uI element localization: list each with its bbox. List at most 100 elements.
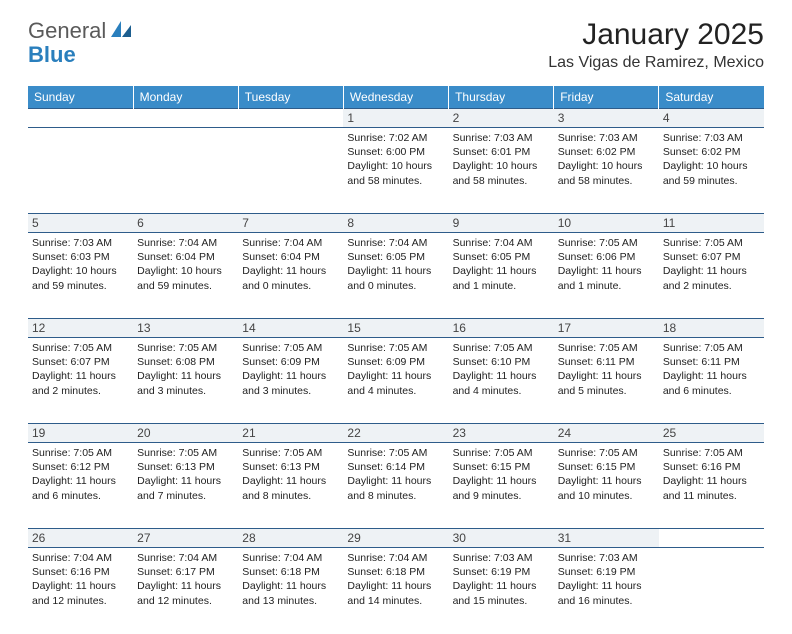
sunrise-text: Sunrise: 7:03 AM bbox=[453, 551, 550, 565]
daylight-text: Daylight: 11 hours and 2 minutes. bbox=[32, 369, 129, 397]
sunset-text: Sunset: 6:04 PM bbox=[242, 250, 339, 264]
day-cell: Sunrise: 7:03 AMSunset: 6:01 PMDaylight:… bbox=[449, 128, 554, 214]
day-cell-text: Sunrise: 7:02 AMSunset: 6:00 PMDaylight:… bbox=[347, 131, 444, 188]
day-number-cell: 18 bbox=[659, 319, 764, 338]
month-title: January 2025 bbox=[548, 18, 764, 52]
sunset-text: Sunset: 6:11 PM bbox=[558, 355, 655, 369]
day-cell: Sunrise: 7:05 AMSunset: 6:11 PMDaylight:… bbox=[659, 338, 764, 424]
daylight-text: Daylight: 11 hours and 10 minutes. bbox=[558, 474, 655, 502]
day-number-cell: 29 bbox=[343, 529, 448, 548]
daylight-text: Daylight: 11 hours and 2 minutes. bbox=[663, 264, 760, 292]
day-cell-text: Sunrise: 7:05 AMSunset: 6:13 PMDaylight:… bbox=[137, 446, 234, 503]
day-number-cell: 28 bbox=[238, 529, 343, 548]
daylight-text: Daylight: 11 hours and 0 minutes. bbox=[242, 264, 339, 292]
day-number-cell bbox=[659, 529, 764, 548]
day-cell-text: Sunrise: 7:05 AMSunset: 6:09 PMDaylight:… bbox=[242, 341, 339, 398]
day-cell bbox=[238, 128, 343, 214]
sunset-text: Sunset: 6:04 PM bbox=[137, 250, 234, 264]
sunset-text: Sunset: 6:03 PM bbox=[32, 250, 129, 264]
sunset-text: Sunset: 6:13 PM bbox=[242, 460, 339, 474]
daylight-text: Daylight: 11 hours and 8 minutes. bbox=[347, 474, 444, 502]
day-number-cell: 9 bbox=[449, 214, 554, 233]
sunset-text: Sunset: 6:01 PM bbox=[453, 145, 550, 159]
day-cell: Sunrise: 7:05 AMSunset: 6:07 PMDaylight:… bbox=[28, 338, 133, 424]
sunset-text: Sunset: 6:15 PM bbox=[453, 460, 550, 474]
day-cell-text: Sunrise: 7:05 AMSunset: 6:11 PMDaylight:… bbox=[663, 341, 760, 398]
weekday-header: Tuesday bbox=[238, 86, 343, 109]
sunset-text: Sunset: 6:02 PM bbox=[663, 145, 760, 159]
sunrise-text: Sunrise: 7:05 AM bbox=[137, 446, 234, 460]
logo-text-b-wrap: Blue bbox=[28, 42, 76, 68]
day-cell bbox=[659, 548, 764, 634]
day-cell-text: Sunrise: 7:04 AMSunset: 6:05 PMDaylight:… bbox=[347, 236, 444, 293]
sunset-text: Sunset: 6:08 PM bbox=[137, 355, 234, 369]
day-cell: Sunrise: 7:05 AMSunset: 6:13 PMDaylight:… bbox=[133, 443, 238, 529]
day-number-row: 262728293031 bbox=[28, 529, 764, 548]
sunrise-text: Sunrise: 7:04 AM bbox=[347, 236, 444, 250]
header: General January 2025 Las Vigas de Ramire… bbox=[28, 18, 764, 72]
day-cell: Sunrise: 7:05 AMSunset: 6:09 PMDaylight:… bbox=[343, 338, 448, 424]
day-cell: Sunrise: 7:04 AMSunset: 6:16 PMDaylight:… bbox=[28, 548, 133, 634]
day-number-cell bbox=[133, 109, 238, 128]
day-cell-text: Sunrise: 7:05 AMSunset: 6:15 PMDaylight:… bbox=[453, 446, 550, 503]
sunset-text: Sunset: 6:15 PM bbox=[558, 460, 655, 474]
sunrise-text: Sunrise: 7:05 AM bbox=[663, 341, 760, 355]
day-cell-text: Sunrise: 7:05 AMSunset: 6:13 PMDaylight:… bbox=[242, 446, 339, 503]
daylight-text: Daylight: 10 hours and 59 minutes. bbox=[663, 159, 760, 187]
day-number-cell: 11 bbox=[659, 214, 764, 233]
day-cell: Sunrise: 7:05 AMSunset: 6:16 PMDaylight:… bbox=[659, 443, 764, 529]
sunset-text: Sunset: 6:02 PM bbox=[558, 145, 655, 159]
daylight-text: Daylight: 10 hours and 58 minutes. bbox=[453, 159, 550, 187]
day-number-cell: 17 bbox=[554, 319, 659, 338]
day-number-cell: 22 bbox=[343, 424, 448, 443]
day-number-cell: 4 bbox=[659, 109, 764, 128]
day-cell-text: Sunrise: 7:03 AMSunset: 6:03 PMDaylight:… bbox=[32, 236, 129, 293]
day-number-cell: 14 bbox=[238, 319, 343, 338]
sunset-text: Sunset: 6:05 PM bbox=[347, 250, 444, 264]
logo-text-b: Blue bbox=[28, 42, 76, 67]
sunset-text: Sunset: 6:17 PM bbox=[137, 565, 234, 579]
title-block: January 2025 Las Vigas de Ramirez, Mexic… bbox=[548, 18, 764, 72]
weekday-header: Sunday bbox=[28, 86, 133, 109]
daylight-text: Daylight: 11 hours and 4 minutes. bbox=[453, 369, 550, 397]
day-cell bbox=[133, 128, 238, 214]
weekday-header: Monday bbox=[133, 86, 238, 109]
day-cell-text: Sunrise: 7:05 AMSunset: 6:14 PMDaylight:… bbox=[347, 446, 444, 503]
sunset-text: Sunset: 6:00 PM bbox=[347, 145, 444, 159]
daylight-text: Daylight: 11 hours and 3 minutes. bbox=[137, 369, 234, 397]
day-cell-text: Sunrise: 7:03 AMSunset: 6:19 PMDaylight:… bbox=[558, 551, 655, 608]
day-cell: Sunrise: 7:03 AMSunset: 6:02 PMDaylight:… bbox=[659, 128, 764, 214]
daylight-text: Daylight: 11 hours and 0 minutes. bbox=[347, 264, 444, 292]
day-number-row: 1234 bbox=[28, 109, 764, 128]
sunset-text: Sunset: 6:09 PM bbox=[347, 355, 444, 369]
sunrise-text: Sunrise: 7:04 AM bbox=[137, 236, 234, 250]
day-cell bbox=[28, 128, 133, 214]
sunrise-text: Sunrise: 7:05 AM bbox=[663, 236, 760, 250]
day-number-cell: 12 bbox=[28, 319, 133, 338]
day-cell: Sunrise: 7:05 AMSunset: 6:15 PMDaylight:… bbox=[449, 443, 554, 529]
day-cell: Sunrise: 7:03 AMSunset: 6:03 PMDaylight:… bbox=[28, 233, 133, 319]
day-cell-text: Sunrise: 7:05 AMSunset: 6:07 PMDaylight:… bbox=[663, 236, 760, 293]
day-cell: Sunrise: 7:03 AMSunset: 6:02 PMDaylight:… bbox=[554, 128, 659, 214]
sunrise-text: Sunrise: 7:04 AM bbox=[137, 551, 234, 565]
calendar-table: Sunday Monday Tuesday Wednesday Thursday… bbox=[28, 86, 764, 634]
sunrise-text: Sunrise: 7:04 AM bbox=[242, 236, 339, 250]
daylight-text: Daylight: 11 hours and 7 minutes. bbox=[137, 474, 234, 502]
sunrise-text: Sunrise: 7:05 AM bbox=[32, 446, 129, 460]
day-cell-text: Sunrise: 7:05 AMSunset: 6:07 PMDaylight:… bbox=[32, 341, 129, 398]
sunrise-text: Sunrise: 7:05 AM bbox=[558, 446, 655, 460]
sunset-text: Sunset: 6:19 PM bbox=[558, 565, 655, 579]
day-number-cell: 15 bbox=[343, 319, 448, 338]
day-number-cell: 8 bbox=[343, 214, 448, 233]
day-cell: Sunrise: 7:05 AMSunset: 6:07 PMDaylight:… bbox=[659, 233, 764, 319]
week-content-row: Sunrise: 7:05 AMSunset: 6:07 PMDaylight:… bbox=[28, 338, 764, 424]
day-cell: Sunrise: 7:05 AMSunset: 6:09 PMDaylight:… bbox=[238, 338, 343, 424]
daylight-text: Daylight: 11 hours and 13 minutes. bbox=[242, 579, 339, 607]
daylight-text: Daylight: 11 hours and 16 minutes. bbox=[558, 579, 655, 607]
day-number-cell: 24 bbox=[554, 424, 659, 443]
day-cell-text: Sunrise: 7:04 AMSunset: 6:16 PMDaylight:… bbox=[32, 551, 129, 608]
daylight-text: Daylight: 10 hours and 59 minutes. bbox=[137, 264, 234, 292]
day-cell: Sunrise: 7:04 AMSunset: 6:17 PMDaylight:… bbox=[133, 548, 238, 634]
sunset-text: Sunset: 6:09 PM bbox=[242, 355, 339, 369]
day-number-cell: 26 bbox=[28, 529, 133, 548]
